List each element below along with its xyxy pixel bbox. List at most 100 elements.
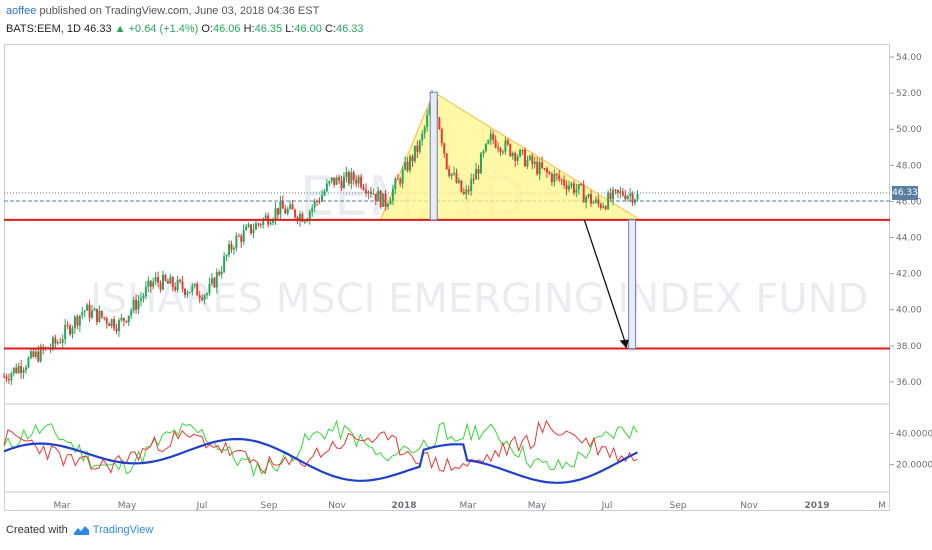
created-with-text: Created with	[6, 524, 68, 536]
candle-body	[179, 279, 182, 282]
candle-body	[477, 169, 480, 174]
candle-body	[364, 189, 367, 194]
candle-body	[130, 310, 133, 316]
tradingview-link[interactable]: TradingView	[73, 524, 153, 536]
candle-body	[34, 351, 37, 357]
candle-body	[345, 172, 348, 177]
candle-body	[142, 295, 145, 299]
candle-body	[284, 208, 287, 214]
low-value: 46.00	[294, 23, 322, 35]
candle-body	[213, 278, 216, 288]
candle-body	[250, 224, 253, 234]
candle-body	[626, 195, 629, 200]
candle-body	[144, 286, 147, 296]
candle-body	[394, 178, 397, 189]
candle-body	[323, 191, 326, 195]
candle-body	[232, 248, 235, 250]
author-link[interactable]: aoffee	[6, 5, 37, 17]
candle-body	[71, 328, 74, 335]
time-tick-label: 2018	[391, 501, 416, 511]
candle-body	[25, 367, 28, 371]
candle-body	[135, 299, 138, 310]
candle-body	[487, 140, 490, 144]
price-tick-label: 48.00	[896, 161, 922, 171]
candle-body	[492, 133, 495, 140]
candle-body	[54, 337, 57, 344]
candle-body	[122, 317, 125, 321]
candle-body	[100, 310, 103, 318]
candle-body	[61, 339, 64, 343]
candle-body	[494, 139, 497, 148]
candle-body	[15, 367, 18, 373]
candle-body	[228, 244, 231, 256]
candle-body	[553, 173, 556, 182]
candle-body	[577, 183, 580, 190]
candle-body	[616, 189, 619, 193]
price-tick-label: 36.00	[896, 378, 922, 388]
candle-body	[440, 129, 443, 144]
time-tick-label: Sep	[261, 501, 278, 511]
price-axis[interactable]: 54.00 52.00 50.00 48.00 46.00 44.00 42.00 40.00…	[890, 53, 922, 388]
candle-body	[269, 222, 272, 225]
candle-body	[360, 176, 363, 188]
candle-body	[335, 177, 338, 185]
candle-body	[482, 151, 485, 154]
candle-body	[533, 161, 536, 165]
candle-body	[516, 156, 519, 161]
candle-body	[32, 351, 35, 357]
candle-body	[159, 282, 162, 290]
candle-body	[98, 310, 101, 322]
candle-body	[357, 176, 360, 184]
candle-body	[472, 179, 475, 181]
candle-body	[64, 324, 67, 340]
candle-body	[489, 133, 492, 141]
candle-body	[110, 319, 113, 327]
candle-body	[294, 209, 297, 218]
projection-arrow[interactable]	[583, 219, 628, 347]
candle-body	[29, 351, 32, 358]
candle-body	[73, 316, 76, 329]
candle-body	[450, 173, 453, 176]
candle-body	[519, 149, 522, 157]
candle-body	[27, 357, 30, 368]
candle-body	[318, 201, 321, 203]
candle-body	[484, 143, 487, 152]
chart-frame[interactable]	[4, 44, 890, 511]
time-axis[interactable]: Mar May Jul Sep Nov 2018 Mar May Jul Sep Nov 2019 M	[54, 501, 886, 511]
open-value: 46.06	[213, 23, 241, 35]
candle-body	[355, 179, 358, 184]
candle-body	[88, 304, 91, 318]
candle-body	[369, 191, 372, 195]
high-label: H:	[243, 23, 255, 35]
candle-body	[147, 280, 150, 287]
candle-body	[91, 310, 94, 318]
candle-body	[612, 189, 615, 200]
candle-body	[555, 173, 558, 176]
symbol-label: BATS:EEM, 1D	[6, 23, 81, 35]
candle-body	[470, 179, 473, 192]
candle-body	[115, 328, 118, 332]
candle-body	[188, 291, 191, 293]
candle-body	[83, 310, 86, 313]
candle-body	[580, 183, 583, 186]
candle-body	[20, 366, 23, 373]
candle-body	[313, 200, 316, 208]
target-height-box[interactable]	[628, 219, 637, 350]
candle-body	[453, 172, 456, 174]
indicator-axis[interactable]: 40.0000 20.0000	[890, 429, 932, 471]
candle-body	[465, 189, 468, 194]
candle-body	[105, 318, 108, 324]
candlestick-series	[3, 90, 639, 386]
candle-body	[215, 272, 218, 288]
candle-body	[220, 271, 223, 275]
candle-body	[387, 204, 390, 207]
candle-body	[582, 185, 585, 203]
high-value: 46.35	[254, 23, 283, 35]
candle-body	[276, 208, 279, 215]
candle-body	[504, 140, 507, 152]
candle-body	[624, 195, 627, 200]
candle-body	[413, 145, 416, 162]
candle-body	[171, 277, 174, 287]
pattern-height-box[interactable]	[429, 91, 438, 221]
